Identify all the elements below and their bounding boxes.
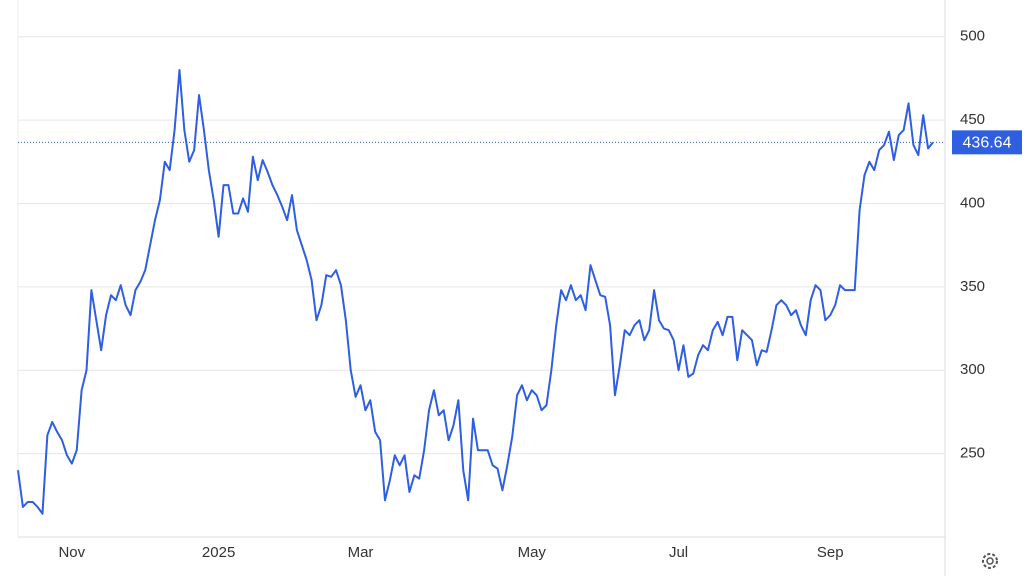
x-tick-label: May	[518, 544, 547, 561]
price-line	[17, 69, 934, 515]
y-tick-label: 300	[960, 361, 985, 378]
x-tick-label: Sep	[817, 544, 844, 561]
y-tick-label: 250	[960, 445, 985, 462]
last-value-box	[952, 130, 1022, 155]
x-tick-label: Nov	[58, 544, 85, 561]
y-tick-label: 500	[960, 28, 985, 45]
x-tick-label: 2025	[202, 544, 235, 561]
x-tick-label: Mar	[348, 544, 374, 561]
y-tick-label: 350	[960, 278, 985, 295]
last-value-label: 436.64	[963, 135, 1012, 152]
y-tick-label: 450	[960, 111, 985, 128]
settings-icon[interactable]	[982, 553, 998, 569]
x-tick-label: Jul	[669, 544, 688, 561]
y-tick-label: 400	[960, 194, 985, 211]
